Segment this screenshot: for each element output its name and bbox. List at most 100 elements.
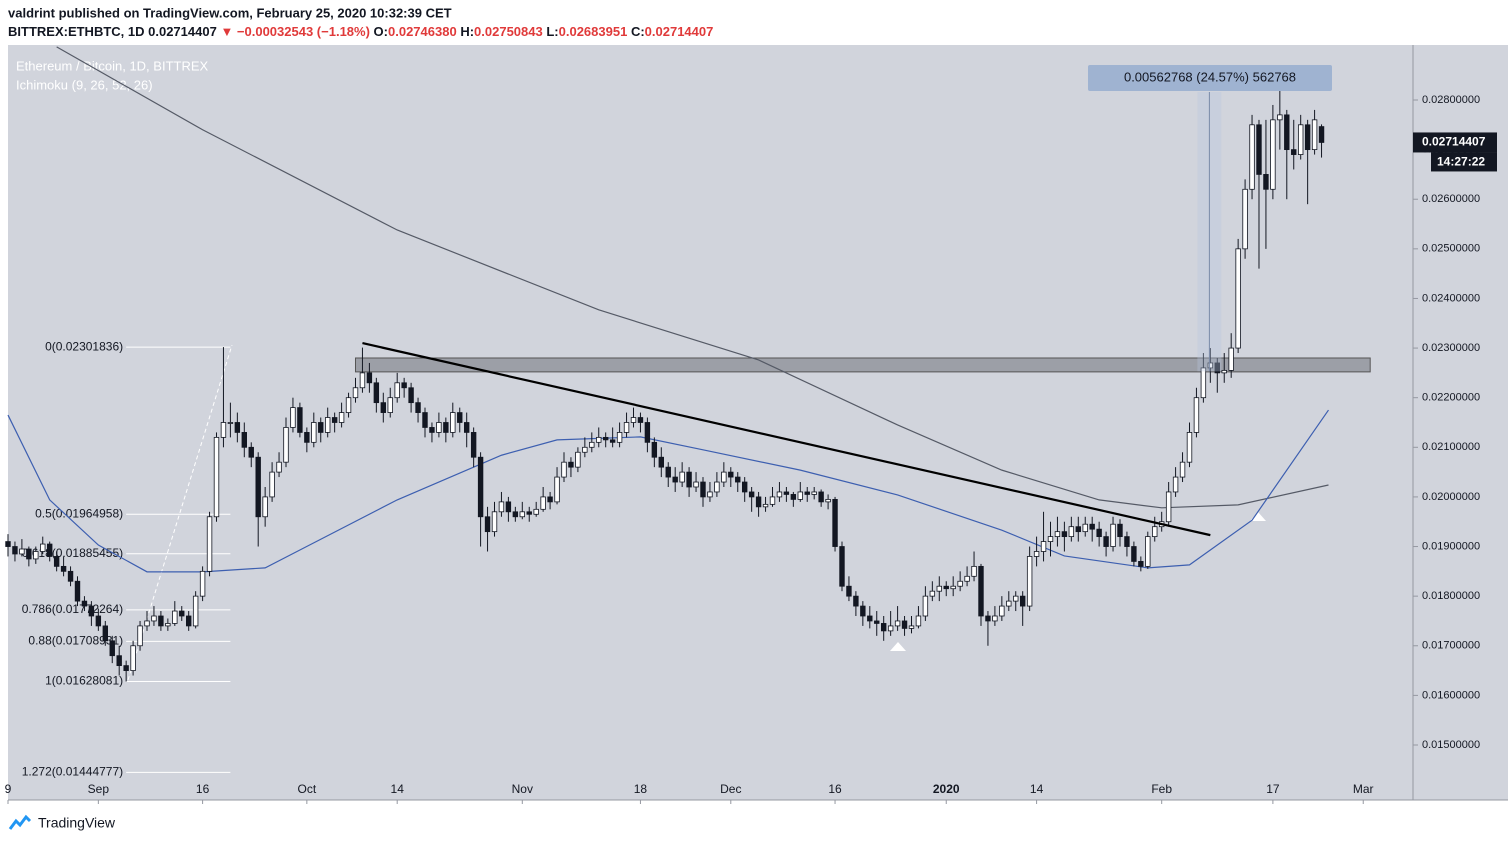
candle-body: [46, 543, 53, 557]
candle-body: [1145, 536, 1151, 567]
candle-body: [936, 585, 942, 592]
fib-label: 0.786(0.01772264): [22, 602, 123, 616]
x-tick-label: Mar: [1353, 782, 1374, 796]
candle-body: [297, 407, 303, 433]
candle-body: [165, 623, 171, 627]
candle-body: [686, 471, 692, 488]
candle-body: [1165, 491, 1172, 523]
candle-body: [1131, 546, 1137, 562]
candle-body: [887, 625, 894, 632]
y-tick-label: 0.02400000: [1422, 292, 1480, 304]
candle-body: [547, 496, 553, 503]
candle-body: [394, 382, 400, 399]
candle-body: [874, 620, 880, 624]
candle-body: [596, 436, 602, 443]
candle-body: [1096, 528, 1102, 538]
candle-body: [408, 387, 414, 404]
candle-body: [804, 491, 810, 495]
candle-body: [199, 570, 206, 597]
y-tick-label: 0.01500000: [1422, 739, 1480, 751]
candle-body: [790, 494, 797, 500]
candle-body: [1297, 124, 1304, 155]
candle-body: [311, 422, 317, 443]
measure-label: 0.00562768 (24.57%) 562768: [1124, 69, 1296, 84]
trendline: [362, 342, 1211, 537]
candle-body: [422, 412, 428, 428]
candle-body: [81, 600, 88, 607]
candle-body: [172, 610, 178, 624]
candle-body: [1082, 523, 1088, 533]
candle-body: [276, 461, 282, 473]
candle-body: [5, 541, 11, 547]
logo-icon: [8, 814, 32, 830]
fib-label: 0(0.02301836): [45, 339, 123, 353]
y-tick-label: 0.01700000: [1422, 640, 1480, 652]
candle-body: [735, 476, 741, 483]
candle-body: [665, 466, 671, 478]
candle-body: [672, 476, 678, 483]
candle-body: [1019, 595, 1026, 607]
x-tick-label: 14: [391, 782, 405, 796]
candle-body: [776, 491, 783, 498]
fib-label: 1(0.01628081): [45, 674, 123, 688]
legend-indicator: Ichimoku (9, 26, 52, 26): [16, 77, 153, 92]
candle-body: [901, 620, 908, 629]
countdown-bg: [1431, 152, 1497, 172]
candle-body: [248, 446, 254, 458]
candle-body: [762, 503, 769, 508]
candle-body: [846, 585, 852, 597]
candle-body: [373, 382, 380, 404]
candle-body: [825, 498, 831, 503]
y-tick-label: 0.02000000: [1422, 491, 1480, 503]
y-tick-label: 0.02200000: [1422, 392, 1480, 404]
candle-body: [151, 615, 157, 622]
candle-body: [234, 422, 241, 433]
candle-body: [915, 615, 922, 627]
candle-body: [331, 417, 338, 423]
candle-body: [67, 570, 74, 582]
candle-body: [1026, 556, 1033, 607]
candle-body: [693, 481, 699, 488]
candle-body: [561, 461, 567, 478]
candle-body: [568, 461, 574, 468]
candle-body: [783, 491, 790, 495]
candle-body: [1277, 114, 1283, 121]
candle-body: [1291, 149, 1297, 155]
candle-body: [1124, 536, 1130, 547]
x-tick-label: Sep: [88, 782, 110, 796]
candle-body: [505, 501, 512, 513]
x-tick-label: 18: [634, 782, 648, 796]
x-tick-label: 16: [196, 782, 210, 796]
candle-body: [1179, 461, 1186, 478]
candle-body: [53, 556, 60, 567]
candle-body: [74, 580, 81, 602]
candle-body: [1284, 114, 1290, 151]
y-tick-label: 0.02600000: [1422, 193, 1480, 205]
brand: TradingView: [38, 815, 116, 831]
candle-body: [880, 623, 887, 632]
candle-body: [1214, 362, 1220, 374]
candle-body: [999, 605, 1005, 617]
candle-body: [1207, 362, 1214, 369]
symbol: BITTREX:ETHBTC, 1D: [8, 24, 145, 39]
legend-main: Ethereum / Bitcoin, 1D, BITTREX: [16, 58, 209, 73]
candle-body: [366, 372, 373, 384]
l-label: L:: [546, 24, 558, 39]
ohlc-header: BITTREX:ETHBTC, 1D 0.02714407 ▼ −0.00032…: [8, 24, 713, 39]
candle-body: [839, 546, 845, 587]
candle-body: [811, 491, 817, 495]
candle-body: [728, 471, 734, 478]
candle-body: [484, 516, 491, 533]
y-tick-label: 0.02500000: [1422, 243, 1480, 255]
candle-body: [269, 471, 275, 498]
candle-body: [498, 501, 505, 513]
candle-body: [1249, 124, 1255, 190]
candle-body: [651, 441, 658, 458]
candle-body: [818, 491, 824, 503]
candle-body: [457, 412, 463, 423]
candle-body: [797, 491, 803, 500]
o-label: O:: [374, 24, 388, 39]
candle-body: [290, 407, 296, 428]
l: 0.02683951: [559, 24, 628, 39]
candle-body: [769, 496, 776, 505]
